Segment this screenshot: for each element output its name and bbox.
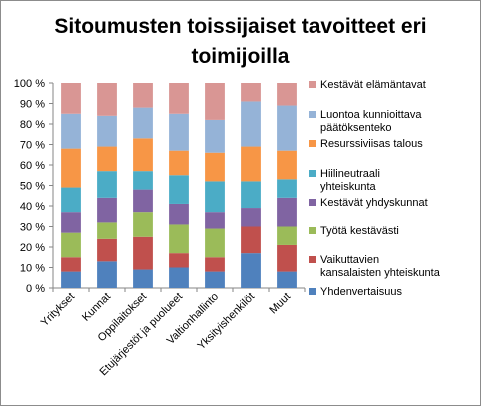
bar-segment [169, 253, 189, 268]
bar-segment [241, 226, 261, 254]
bar-segment [169, 175, 189, 204]
bar-segment [277, 105, 297, 151]
bar-segment [61, 148, 81, 188]
bar-segment [241, 101, 261, 147]
bar-segment [277, 271, 297, 288]
bar-segment [169, 150, 189, 176]
y-tick-label: 100 % [14, 78, 45, 90]
y-tick-label: 30 % [20, 222, 45, 234]
bar-segment [277, 83, 297, 106]
bar-segment [169, 83, 189, 114]
bar-segment [97, 222, 117, 239]
bar-segment [133, 212, 153, 237]
bar-segment [97, 261, 117, 288]
legend-label: Kestävät yhdyskunnat [320, 197, 428, 209]
bar-segment [97, 238, 117, 262]
legend-swatch [309, 111, 316, 118]
bar-segment [277, 226, 297, 245]
bar-segment [205, 83, 225, 120]
bar-segment [133, 189, 153, 213]
bar-segment [97, 197, 117, 223]
x-tick-label: Yritykset [39, 291, 77, 329]
bar-segment [61, 271, 81, 288]
bar-segment [61, 257, 81, 272]
bar-segment [205, 257, 225, 272]
legend-swatch [309, 140, 316, 147]
bar-segment [205, 228, 225, 258]
chart-title-line-2: toimijoilla [191, 45, 290, 68]
bar-segment [61, 187, 81, 213]
bar-segment [133, 83, 153, 108]
legend-label: päätöksenteko [320, 122, 392, 134]
bar-segment [169, 224, 189, 254]
x-tick-label: Kunnat [80, 291, 113, 324]
y-tick-label: 90 % [20, 99, 45, 111]
y-tick-label: 10 % [20, 263, 45, 275]
x-tick-label: Muut [267, 291, 293, 317]
bar-segment [61, 113, 81, 149]
y-tick-label: 20 % [20, 242, 45, 254]
y-tick-label: 40 % [20, 201, 45, 213]
bar-segment [169, 203, 189, 225]
bar-segment [61, 83, 81, 114]
legend-label: Hiilineutraali [320, 168, 380, 180]
bar-segment [133, 171, 153, 190]
y-tick-label: 80 % [20, 119, 45, 131]
bar-segment [241, 208, 261, 227]
bar-segment [277, 244, 297, 272]
bar-segment [61, 212, 81, 233]
y-tick-label: 50 % [20, 181, 45, 193]
chart-title: Sitoumusten toissijaiset tavoitteet eri … [0, 12, 481, 72]
legend-label: Yhdenvertaisuus [320, 286, 402, 298]
legend-swatch [309, 199, 316, 206]
y-tick-label: 0 % [26, 283, 45, 295]
bar-segment [133, 269, 153, 288]
bar-segment [133, 107, 153, 139]
legend-label: Työtä kestävästi [320, 225, 399, 237]
bar-segment [205, 119, 225, 153]
legend-swatch [309, 227, 316, 234]
legend-label: Kestävät elämäntavat [320, 79, 426, 91]
bar-segment [97, 171, 117, 198]
legend-label: Resurssiviisas talous [320, 138, 423, 150]
bar-segment [97, 146, 117, 172]
bar-segment [97, 115, 117, 147]
bar-segment [277, 197, 297, 227]
bar-segment [205, 271, 225, 288]
bar-segment [61, 232, 81, 258]
bar-segment [205, 212, 225, 229]
y-tick-label: 60 % [20, 160, 45, 172]
bar-segment [133, 236, 153, 270]
bar-segment [169, 267, 189, 288]
bar-segment [277, 179, 297, 198]
bar-segment [205, 181, 225, 213]
legend-label: Vaikuttavien [320, 254, 379, 266]
chart-title-line-1: Sitoumusten toissijaiset tavoitteet eri [54, 15, 427, 38]
bar-segment [241, 181, 261, 209]
bar-segment [241, 83, 261, 102]
legend-swatch [309, 288, 316, 295]
y-tick-label: 70 % [20, 140, 45, 152]
bar-segment [241, 253, 261, 288]
bar-segment [97, 83, 117, 116]
bar-segment [133, 138, 153, 172]
bar-segment [169, 113, 189, 151]
legend-swatch [309, 256, 316, 263]
legend-label: kansalaisten yhteiskunta [320, 267, 441, 279]
bar-segment [277, 150, 297, 180]
legend-swatch [309, 81, 316, 88]
legend-label: yhteiskunta [320, 181, 377, 193]
bar-segment [205, 152, 225, 182]
legend-label: Luontoa kunnioittava [320, 109, 422, 121]
legend-swatch [309, 170, 316, 177]
bar-segment [241, 146, 261, 182]
